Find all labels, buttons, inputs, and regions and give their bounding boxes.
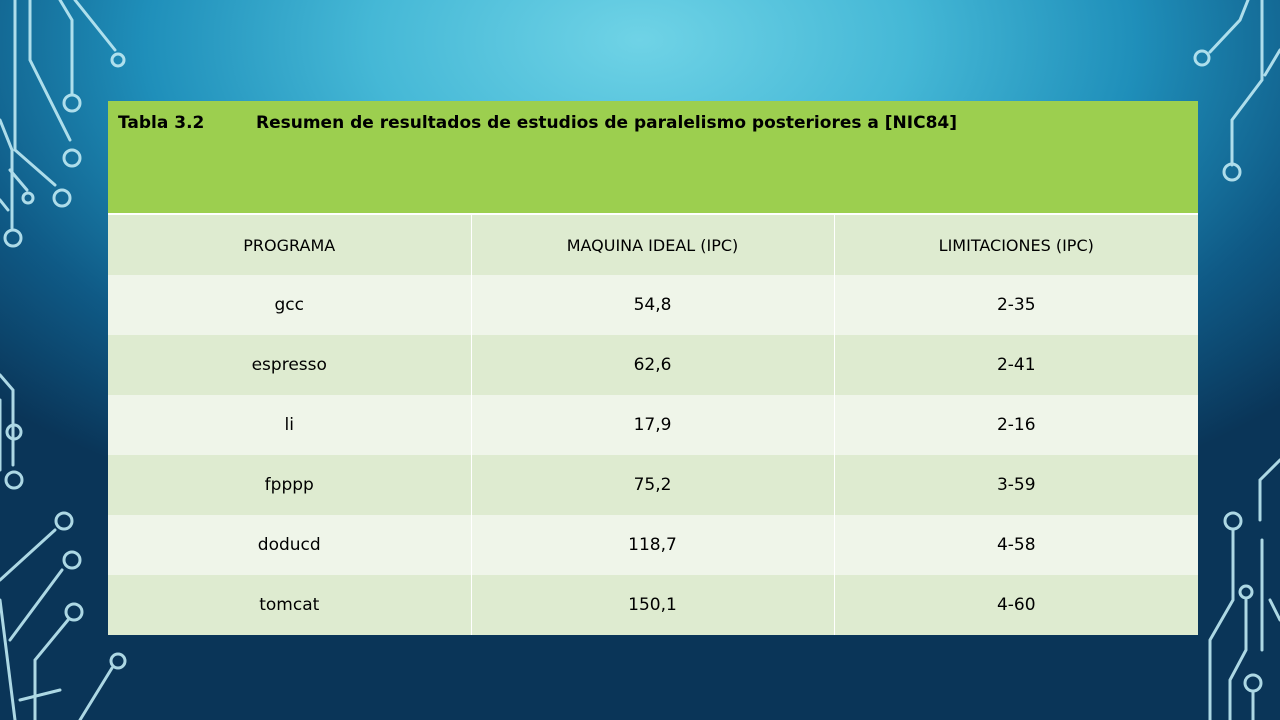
cell-maquina-ideal: 54,8 <box>470 275 834 335</box>
cell-limitaciones: 2-16 <box>833 395 1199 455</box>
table-caption: Resumen de resultados de estudios de par… <box>256 113 958 133</box>
cell-limitaciones: 4-60 <box>833 575 1199 635</box>
table-row: tomcat 150,1 4-60 <box>108 575 1199 635</box>
cell-maquina-ideal: 17,9 <box>470 395 834 455</box>
table-number: Tabla 3.2 <box>118 113 205 133</box>
cell-programa: espresso <box>108 335 471 395</box>
cell-maquina-ideal: 150,1 <box>470 575 834 635</box>
cell-maquina-ideal: 118,7 <box>470 515 834 575</box>
results-table: Tabla 3.2 Resumen de resultados de estudi… <box>108 101 1199 635</box>
cell-maquina-ideal: 62,6 <box>470 335 834 395</box>
column-header-maquina-ideal: MAQUINA IDEAL (IPC) <box>470 214 834 275</box>
table-row: gcc 54,8 2-35 <box>108 275 1199 335</box>
column-header-programa: PROGRAMA <box>108 214 471 275</box>
table-row: doducd 118,7 4-58 <box>108 515 1199 575</box>
table-row: fpppp 75,2 3-59 <box>108 455 1199 515</box>
cell-programa: gcc <box>108 275 471 335</box>
cell-limitaciones: 3-59 <box>833 455 1199 515</box>
cell-programa: fpppp <box>108 455 471 515</box>
column-header-limitaciones: LIMITACIONES (IPC) <box>833 214 1199 275</box>
cell-maquina-ideal: 75,2 <box>470 455 834 515</box>
cell-programa: tomcat <box>108 575 471 635</box>
cell-limitaciones: 2-35 <box>833 275 1199 335</box>
cell-limitaciones: 4-58 <box>833 515 1199 575</box>
cell-limitaciones: 2-41 <box>833 335 1199 395</box>
table-row: li 17,9 2-16 <box>108 395 1199 455</box>
column-header-row: PROGRAMA MAQUINA IDEAL (IPC) LIMITACIONE… <box>108 214 1199 275</box>
table-title: Tabla 3.2 Resumen de resultados de estudi… <box>108 101 1199 215</box>
cell-programa: li <box>108 395 471 455</box>
table-row: espresso 62,6 2-41 <box>108 335 1199 395</box>
table-title-row: Tabla 3.2 Resumen de resultados de estudi… <box>108 101 1199 215</box>
cell-programa: doducd <box>108 515 471 575</box>
